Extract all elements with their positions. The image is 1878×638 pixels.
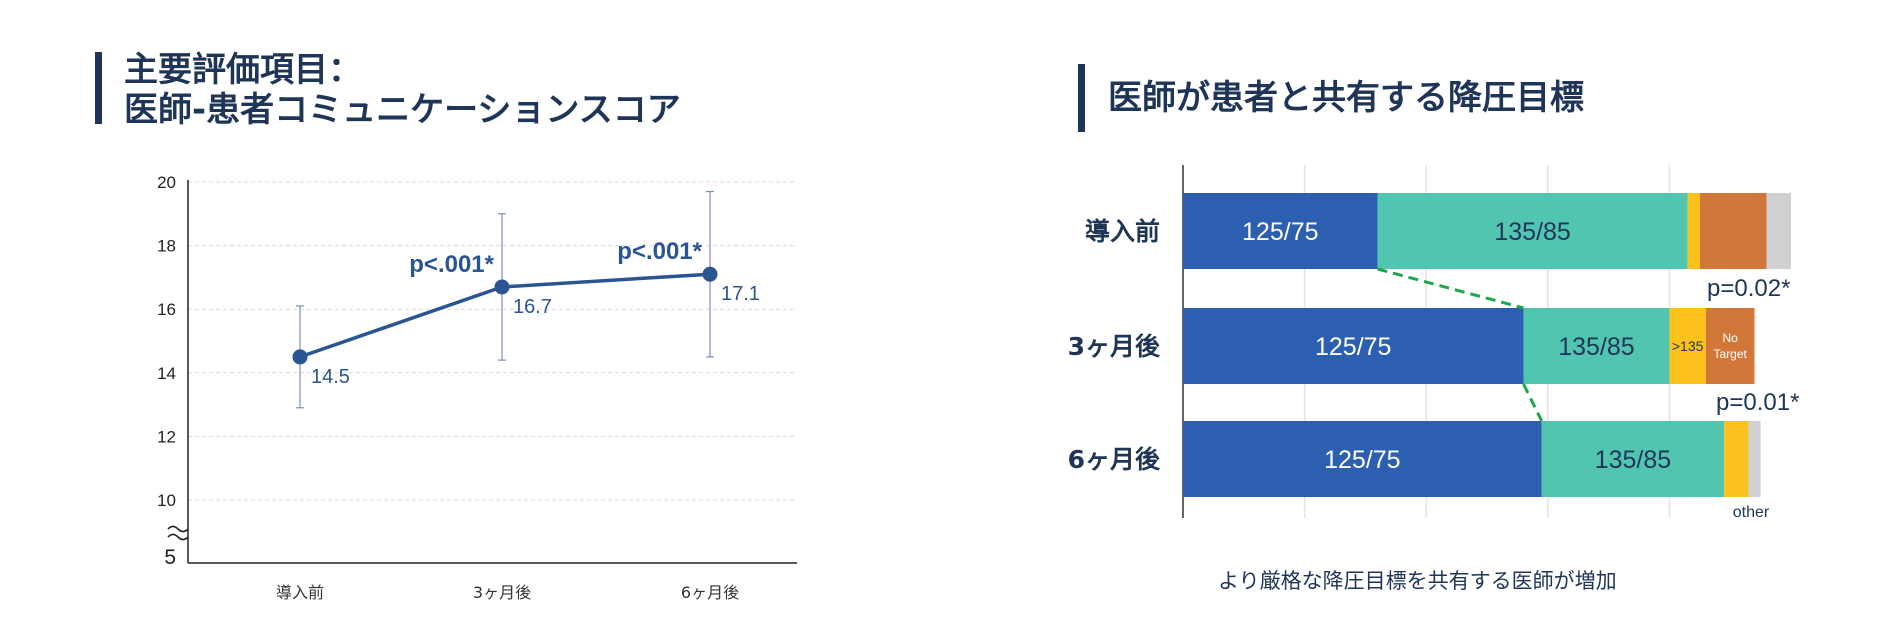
data-point xyxy=(702,266,718,282)
bar-segment-label: Target xyxy=(1714,347,1748,361)
bar-segment xyxy=(1183,308,1524,384)
data-point xyxy=(292,349,308,365)
p-value-label: p=0.02* xyxy=(1707,275,1790,302)
bar-segment xyxy=(1687,193,1700,269)
bar-segment-label: 135/85 xyxy=(1494,218,1570,246)
p-value-annotation: p<.001* xyxy=(409,251,494,278)
bar-segment xyxy=(1523,308,1670,384)
left-chart-title-line2: 医師-患者コミュニケーションスコア xyxy=(124,90,681,130)
y-tick-label: 16 xyxy=(157,300,176,319)
x-tick-label: 6ヶ月後 xyxy=(681,583,739,602)
y-tick-label: 14 xyxy=(157,364,176,383)
data-label: 17.1 xyxy=(721,283,760,305)
data-point xyxy=(494,279,510,295)
p-value-annotation: p<.001* xyxy=(617,238,702,265)
y-tick-label: 20 xyxy=(157,173,176,192)
bar-row-label: 導入前 xyxy=(1085,217,1160,246)
bar-segment xyxy=(1699,193,1767,269)
data-label: 16.7 xyxy=(513,296,552,318)
comparison-connector xyxy=(1377,267,1524,310)
bar-segment xyxy=(1541,421,1725,497)
bar-chart-caption: より厳格な降圧目標を共有する医師が増加 xyxy=(1218,569,1617,593)
bar-segment xyxy=(1183,193,1378,269)
bar-segment-label: 135/85 xyxy=(1558,333,1634,361)
comparison-connector xyxy=(1522,383,1544,422)
bar-segment-label: No xyxy=(1723,331,1739,345)
y-tick-label: 10 xyxy=(157,491,176,510)
bar-row-label: 3ヶ月後 xyxy=(1068,332,1161,361)
bar-segment xyxy=(1748,421,1761,497)
score-line-chart: 20 18 16 14 12 10 5 導入前 3ヶ月後 6ヶ月後 14.5 16.7 p<.001* 1… xyxy=(157,173,797,602)
right-chart-title: 医師が患者と共有する降圧目標 xyxy=(1108,78,1584,118)
bar-segment-label: 135/85 xyxy=(1595,446,1671,474)
bar-segment xyxy=(1766,193,1791,269)
bar-segment-label: 125/75 xyxy=(1324,446,1400,474)
left-chart-title-line1: 主要評価項目： xyxy=(124,50,362,90)
other-segment-label: other xyxy=(1733,504,1770,521)
axis-break-mark xyxy=(167,525,189,533)
data-label: 14.5 xyxy=(311,366,350,388)
bar-segment-label: >135 xyxy=(1672,338,1704,354)
bar-segment xyxy=(1724,421,1749,497)
x-tick-label: 3ヶ月後 xyxy=(473,583,531,602)
bar-segment-label: 125/75 xyxy=(1242,218,1318,246)
bar-segment xyxy=(1377,193,1688,269)
bar-row-label: 6ヶ月後 xyxy=(1068,445,1161,474)
bar-segment xyxy=(1705,308,1755,384)
left-title-bar xyxy=(95,52,102,124)
y-tick-label: 12 xyxy=(157,427,176,446)
axis-break-mark xyxy=(167,533,189,541)
bar-segment xyxy=(1669,308,1706,384)
x-tick-label: 導入前 xyxy=(276,583,324,602)
y-tick-label-break: 5 xyxy=(164,546,176,569)
y-tick-label: 18 xyxy=(157,237,176,256)
bar-segment xyxy=(1183,421,1542,497)
bar-segment-label: 125/75 xyxy=(1315,333,1391,361)
right-title-bar xyxy=(1078,64,1085,132)
p-value-label: p=0.01* xyxy=(1716,389,1799,416)
